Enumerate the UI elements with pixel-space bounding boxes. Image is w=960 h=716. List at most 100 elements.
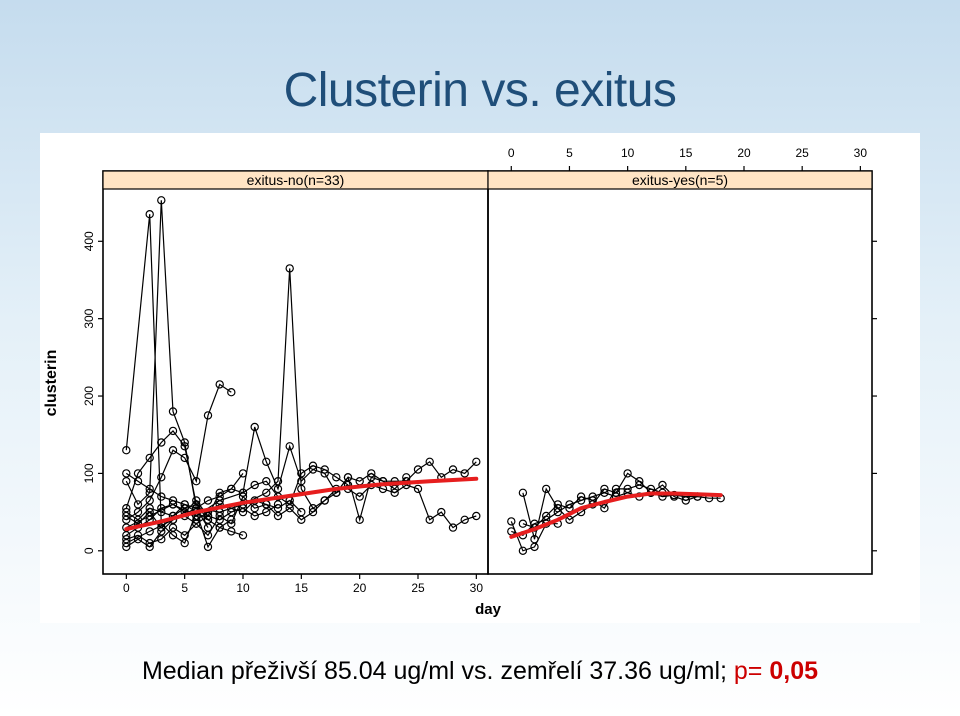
strip-1: exitus-yes(n=5) <box>487 170 873 190</box>
x-tick-label: 5 <box>181 581 188 595</box>
panel-frame <box>487 170 873 575</box>
data-point <box>157 473 166 482</box>
data-point <box>157 507 166 517</box>
data-point <box>215 380 224 389</box>
y-axis-label: clusterin <box>43 350 60 417</box>
subject-line <box>125 214 232 549</box>
data-point <box>472 511 481 521</box>
chart-strips: exitus-no(n=33) exitus-yes(n=5) <box>102 170 873 190</box>
data-point <box>262 477 271 486</box>
data-point <box>157 492 166 501</box>
data-point <box>320 496 329 505</box>
data-point <box>413 484 423 494</box>
panel-exitus-yes <box>487 170 873 575</box>
data-point <box>203 496 213 505</box>
y-tick-label: 0 <box>82 547 96 554</box>
subject-series <box>518 469 702 544</box>
data-point <box>250 511 259 521</box>
data-point <box>180 453 189 463</box>
strip-0: exitus-no(n=33) <box>102 170 489 190</box>
data-point <box>460 515 469 524</box>
data-point <box>145 538 154 548</box>
slide-caption: Median přeživší 85.04 ug/ml vs. zemřelí … <box>0 655 960 687</box>
data-point <box>192 477 201 486</box>
x-tick-label: 10 <box>621 146 635 160</box>
chart-panels <box>102 170 873 575</box>
subject-series <box>122 426 213 524</box>
data-point <box>518 519 528 528</box>
data-point <box>297 469 306 478</box>
x-tick-label: 20 <box>353 581 367 595</box>
data-point <box>600 488 609 497</box>
data-point <box>122 477 131 486</box>
data-point <box>297 507 306 517</box>
data-point <box>238 488 248 497</box>
y-tick-label: 400 <box>82 231 96 251</box>
subject-line <box>522 472 698 540</box>
data-point <box>635 480 644 490</box>
data-point <box>145 507 154 517</box>
data-point <box>518 488 528 497</box>
data-point <box>192 519 201 528</box>
y-tick-label: 100 <box>82 463 96 483</box>
data-point <box>588 492 597 501</box>
x-tick-label: 15 <box>679 146 693 160</box>
data-point <box>157 196 166 205</box>
data-point <box>157 438 166 447</box>
data-point <box>460 469 469 478</box>
data-point <box>262 507 271 517</box>
x-tick-label: 10 <box>236 581 250 595</box>
data-point <box>600 504 609 513</box>
data-point <box>437 507 446 517</box>
subject-line <box>125 200 209 528</box>
data-point <box>565 500 574 509</box>
data-point <box>227 484 236 494</box>
data-point <box>145 484 154 494</box>
data-point <box>262 457 271 466</box>
x-tick-label: 0 <box>508 146 515 160</box>
data-point <box>203 411 213 420</box>
data-point <box>122 446 131 455</box>
data-point <box>122 535 131 544</box>
data-point <box>157 523 166 532</box>
data-point <box>623 469 632 478</box>
panel-exitus-no <box>102 170 489 575</box>
x-tick-label: 15 <box>295 581 309 595</box>
data-point <box>180 442 189 451</box>
subject-line <box>126 503 279 544</box>
data-point <box>542 484 551 494</box>
x-tick-label: 20 <box>737 146 751 160</box>
data-point <box>332 473 341 482</box>
data-point <box>530 535 539 544</box>
data-point <box>157 535 166 544</box>
data-point <box>355 515 364 524</box>
x-tick-label: 30 <box>470 581 484 595</box>
data-point <box>448 523 458 532</box>
subject-line <box>125 465 349 521</box>
data-point <box>425 457 434 466</box>
data-point <box>273 477 283 486</box>
data-point <box>168 426 178 436</box>
data-point <box>413 465 423 474</box>
data-point <box>308 461 318 470</box>
data-point <box>122 507 131 517</box>
data-point <box>203 542 213 552</box>
data-point <box>203 531 213 540</box>
x-tick-label: 0 <box>123 581 130 595</box>
data-point <box>133 531 143 540</box>
subject-line <box>511 492 721 536</box>
data-point <box>145 527 154 536</box>
data-point <box>168 523 178 532</box>
y-tick-label: 200 <box>82 386 96 406</box>
data-point <box>553 507 563 517</box>
chart-container: 0 5 10 15 20 25 30 0 5 10 15 20 25 30 0 100 200 300 400 ex… <box>40 133 920 623</box>
x-tick-label: 5 <box>566 146 573 160</box>
data-point <box>145 453 154 463</box>
trend-line <box>509 491 723 539</box>
data-point <box>227 388 236 397</box>
data-point <box>227 519 236 528</box>
data-point <box>133 477 143 486</box>
data-point <box>168 500 178 509</box>
